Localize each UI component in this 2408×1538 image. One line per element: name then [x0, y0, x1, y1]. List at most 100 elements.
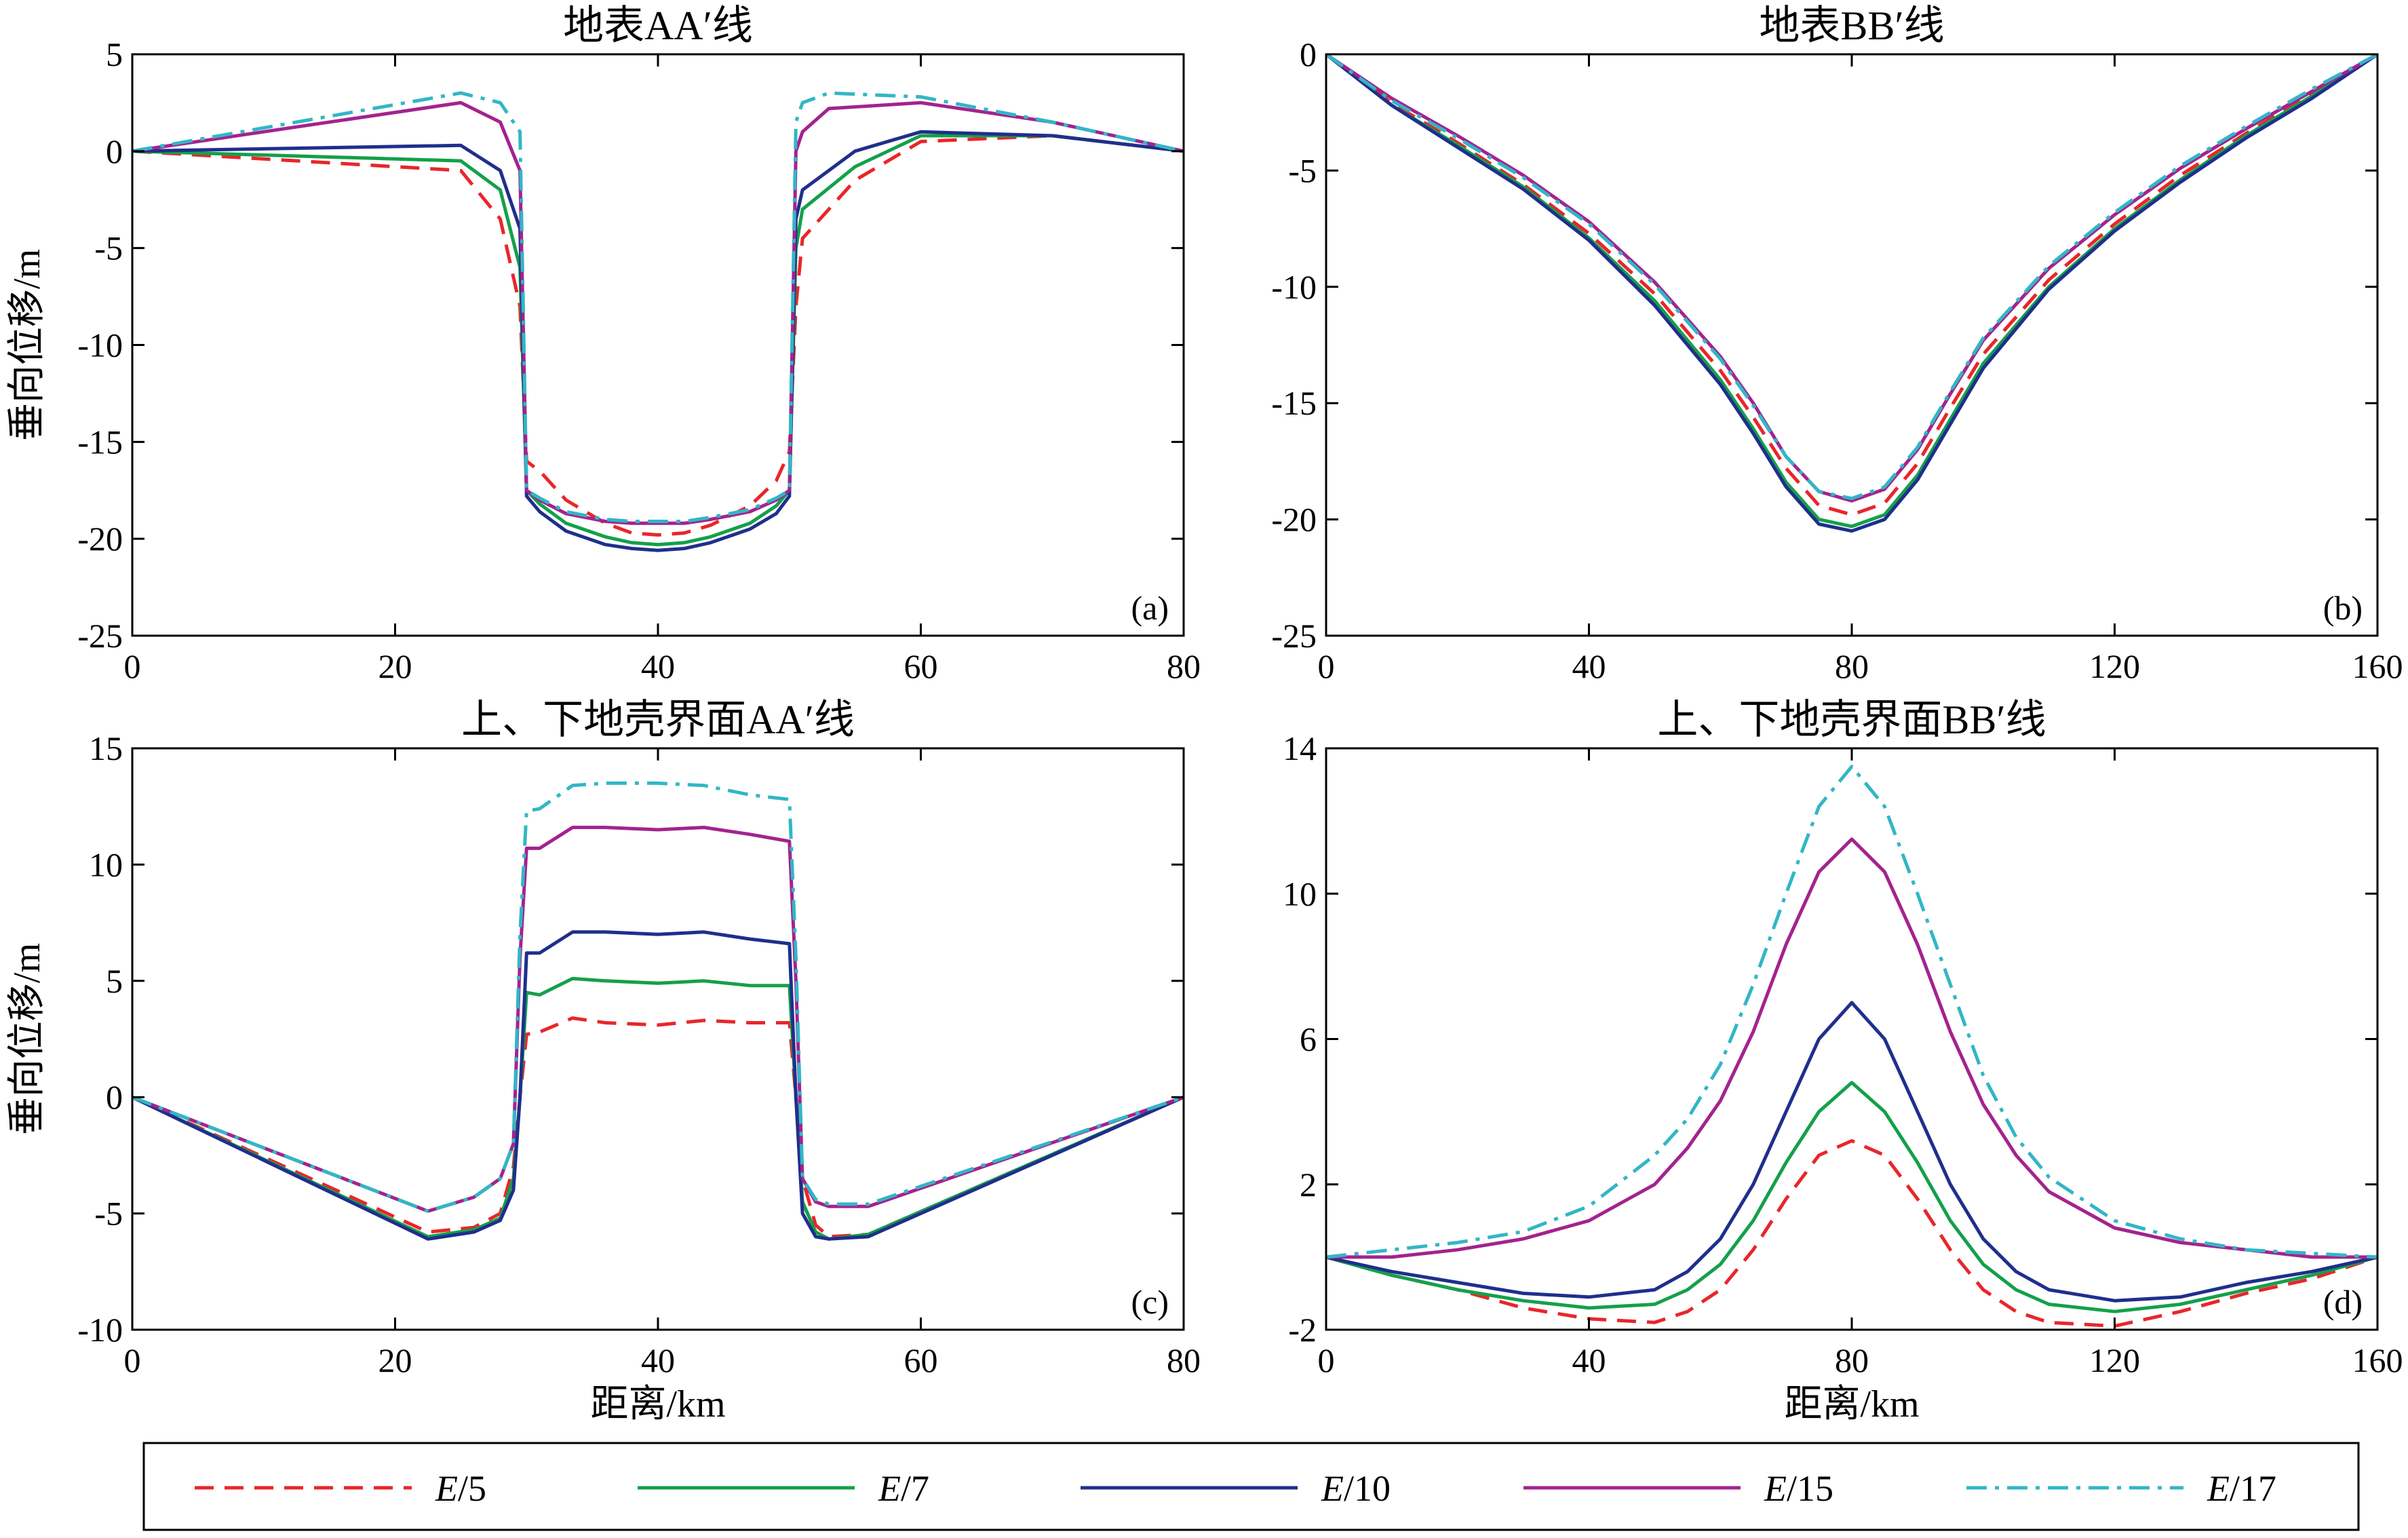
- panel-a: 0 20 40 60 80 5 0 -5 -10 -15 -20 -25 地表AA′线 (a) 垂向位移/m: [6, 3, 1201, 685]
- y-tick-label: -5: [1288, 151, 1317, 189]
- legend-label-prefix: E: [1321, 1468, 1344, 1509]
- series-line-e-15: [132, 100, 1184, 525]
- series-line-e-17: [132, 781, 1184, 1213]
- x-tick-label: 160: [2352, 647, 2403, 685]
- y-tick-label: 15: [89, 729, 123, 767]
- legend: E/5 E/7 E/10 E/15 E/17: [142, 1442, 2360, 1531]
- legend-label-suffix: /10: [1344, 1468, 1391, 1509]
- y-tick-label: -25: [77, 617, 123, 655]
- x-tick-label: 20: [378, 1341, 412, 1379]
- series-line-e-5: [132, 134, 1184, 537]
- legend-label-prefix: E: [2207, 1468, 2230, 1509]
- series-line-e-15: [132, 826, 1184, 1213]
- series-line-e-5: [1326, 1139, 2377, 1328]
- series-line-e-10: [132, 930, 1184, 1241]
- y-tick-label: 0: [106, 132, 123, 170]
- y-tick-label: -25: [1271, 617, 1317, 655]
- y-tick-label: -10: [1271, 268, 1317, 306]
- y-tick-label: -10: [77, 326, 123, 364]
- legend-item-e-10: E/10: [1081, 1468, 1391, 1509]
- series-group: [132, 91, 1184, 552]
- legend-label-prefix: E: [1764, 1468, 1787, 1509]
- x-tick-label: 80: [1167, 1341, 1201, 1379]
- x-tick-label: 80: [1835, 647, 1869, 685]
- legend-label: E/7: [878, 1468, 929, 1509]
- legend-label: E/10: [1321, 1468, 1391, 1509]
- panel-d: 0 40 80 120 160 14 10 6 2 -2 上、下地壳界面BB′线 (d) 距离/km: [1283, 697, 2403, 1425]
- panel-label: (d): [2323, 1283, 2363, 1321]
- y-tick-label: 14: [1283, 729, 1317, 767]
- legend-label-suffix: /15: [1787, 1468, 1833, 1509]
- y-tick-label: 10: [1283, 874, 1317, 912]
- x-tick-label: 0: [124, 647, 141, 685]
- x-tick-label: 0: [1318, 647, 1335, 685]
- y-tick-label: -20: [1271, 501, 1317, 539]
- legend-label: E/5: [435, 1468, 486, 1509]
- series-line-e-7: [1326, 1081, 2377, 1313]
- series-line-e-5: [132, 1016, 1184, 1239]
- x-tick-label: 40: [641, 647, 675, 685]
- y-tick-label: -5: [94, 1195, 123, 1233]
- y-tick-label: -10: [77, 1311, 123, 1349]
- x-tick-label: 40: [641, 1341, 675, 1379]
- x-tick-label: 40: [1572, 1341, 1606, 1379]
- legend-label: E/17: [2207, 1468, 2276, 1509]
- x-tick-label: 0: [1318, 1341, 1335, 1379]
- series-line-e-7: [132, 976, 1184, 1241]
- y-tick-label: 5: [106, 35, 123, 73]
- x-tick-label: 120: [2089, 647, 2140, 685]
- y-tick-label: -5: [94, 229, 123, 267]
- y-tick-label: 5: [106, 962, 123, 1000]
- series-line-e-17: [1326, 54, 2377, 501]
- legend-label: E/15: [1764, 1468, 1833, 1509]
- series-line-e-7: [132, 134, 1184, 547]
- x-tick-label: 0: [124, 1341, 141, 1379]
- series-group: [1326, 54, 2377, 533]
- panel-title: 上、下地壳界面AA′线: [461, 697, 855, 742]
- y-tick-label: 2: [1300, 1166, 1317, 1204]
- series-line-e-15: [1326, 54, 2377, 503]
- x-tick-label: 20: [378, 647, 412, 685]
- panel-b: 0 40 80 120 160 0 -5 -10 -15 -20 -25 地表BB′线 (b): [1271, 3, 2403, 685]
- x-tick-label: 40: [1572, 647, 1606, 685]
- legend-item-e-7: E/7: [638, 1468, 929, 1509]
- x-axis-label: 距离/km: [590, 1383, 725, 1425]
- legend-label-suffix: /7: [901, 1468, 929, 1509]
- y-tick-label: 0: [106, 1078, 123, 1116]
- y-tick-label: -2: [1288, 1311, 1317, 1349]
- series-line-e-10: [132, 130, 1184, 552]
- plot-frame: [1325, 747, 2379, 1331]
- y-tick-label: -15: [77, 423, 123, 461]
- y-tick-label: 0: [1300, 35, 1317, 73]
- x-tick-label: 160: [2352, 1341, 2403, 1379]
- legend-item-e-15: E/15: [1523, 1468, 1833, 1509]
- panel-label: (b): [2323, 589, 2363, 627]
- panel-title: 上、下地壳界面BB′线: [1657, 697, 2046, 742]
- x-tick-label: 80: [1167, 647, 1201, 685]
- y-tick-label: -15: [1271, 384, 1317, 422]
- series-group: [1326, 765, 2377, 1328]
- panel-label: (c): [1131, 1283, 1169, 1321]
- x-tick-label: 60: [904, 647, 938, 685]
- series-line-e-15: [1326, 837, 2377, 1259]
- panel-title: 地表AA′线: [563, 3, 753, 48]
- legend-label-prefix: E: [435, 1468, 458, 1509]
- y-tick-label: 10: [89, 845, 123, 883]
- panel-label: (a): [1131, 589, 1169, 627]
- legend-label-suffix: /5: [458, 1468, 486, 1509]
- x-tick-label: 120: [2089, 1341, 2140, 1379]
- legend-item-e-17: E/17: [1966, 1468, 2276, 1509]
- series-line-e-5: [1326, 54, 2377, 517]
- y-tick-label: -20: [77, 520, 123, 558]
- legend-label-prefix: E: [878, 1468, 901, 1509]
- plot-frame: [131, 747, 1185, 1331]
- y-axis-label: 垂向位移/m: [6, 943, 48, 1135]
- panel-c: 0 20 40 60 80 15 10 5 0 -5 -10 上、下地壳界面AA′线 (c) 距离/km 垂…: [6, 697, 1201, 1425]
- x-tick-label: 80: [1835, 1341, 1869, 1379]
- plot-frame: [131, 53, 1185, 637]
- y-tick-label: 6: [1300, 1020, 1317, 1058]
- y-axis-label: 垂向位移/m: [6, 249, 48, 441]
- legend-item-e-5: E/5: [195, 1468, 486, 1509]
- series-line-e-10: [1326, 54, 2377, 533]
